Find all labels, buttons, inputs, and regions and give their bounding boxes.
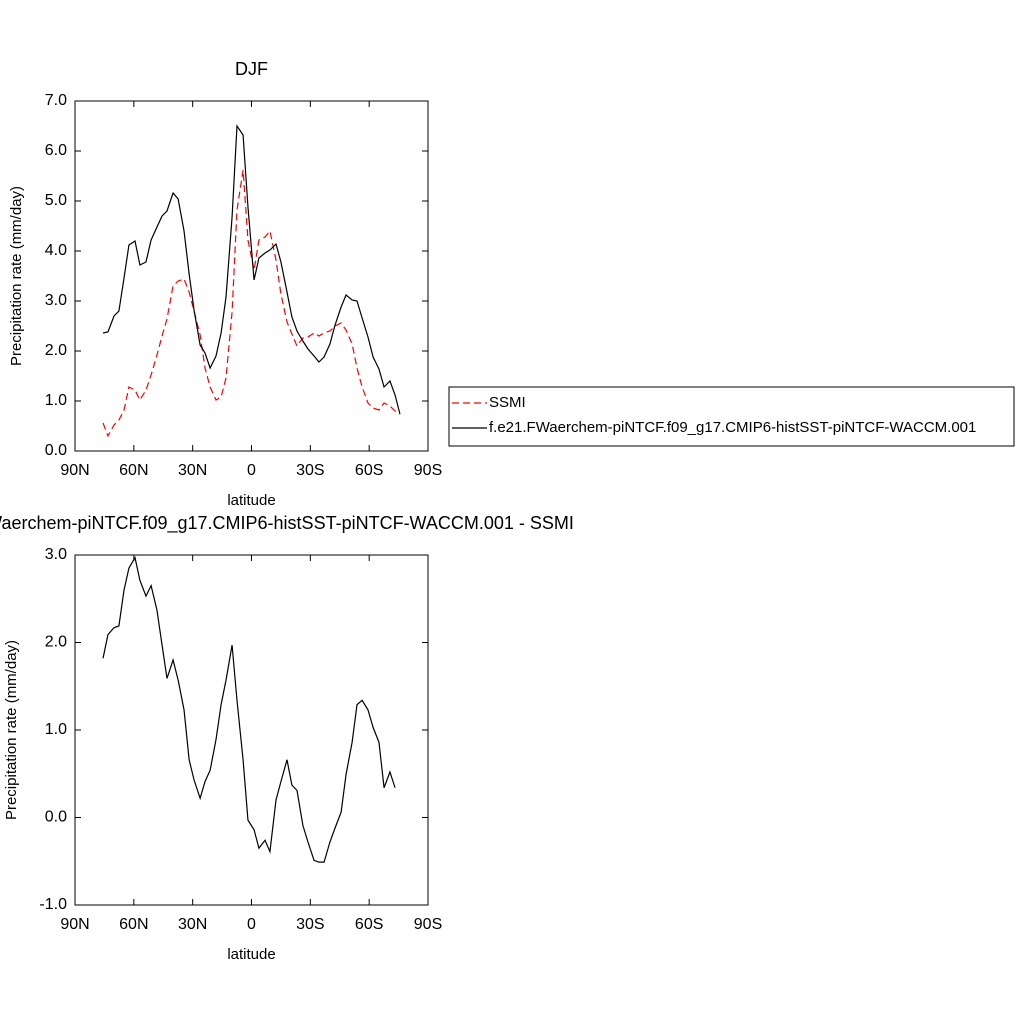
x-axis-label: latitude [227, 946, 275, 963]
y-tick-label: -1.0 [39, 896, 67, 913]
y-tick-label: 3.0 [45, 546, 67, 563]
x-tick-label: 90N [60, 462, 89, 479]
y-tick-label: 5.0 [45, 192, 67, 209]
y-tick-label: 1.0 [45, 721, 67, 738]
chart-title: DJF [235, 59, 268, 79]
y-tick-label: 2.0 [45, 342, 67, 359]
legend-box [448, 386, 1015, 447]
y-tick-label: 6.0 [45, 142, 67, 159]
x-tick-label: 60N [119, 916, 148, 933]
x-tick-label: 30S [296, 916, 324, 933]
plot-frame [74, 100, 429, 452]
x-tick-label: 60S [355, 462, 383, 479]
y-tick-label: 0.0 [45, 809, 67, 826]
x-tick-label: 30N [178, 916, 207, 933]
y-axis-label: Precipitation rate (mm/day) [3, 640, 20, 820]
x-tick-label: 0 [247, 916, 256, 933]
y-tick-label: 1.0 [45, 392, 67, 409]
y-tick-label: 3.0 [45, 292, 67, 309]
series-line [102, 169, 401, 438]
x-tick-label: 60S [355, 916, 383, 933]
x-tick-label: 30N [178, 462, 207, 479]
legend-label: SSMI [489, 394, 526, 411]
x-axis-label: latitude [227, 492, 275, 509]
data-line [102, 555, 396, 863]
chart-title: f.e21.FWaerchem-piNTCF.f09_g17.CMIP6-his… [0, 513, 574, 534]
plot-frame [74, 554, 429, 906]
x-tick-label: 0 [247, 462, 256, 479]
series-line [102, 124, 401, 415]
y-tick-label: 2.0 [45, 634, 67, 651]
y-axis-label: Precipitation rate (mm/day) [8, 186, 25, 366]
y-tick-label: 7.0 [45, 92, 67, 109]
x-tick-label: 90S [414, 462, 442, 479]
y-tick-label: 4.0 [45, 242, 67, 259]
x-tick-label: 30S [296, 462, 324, 479]
x-tick-label: 60N [119, 462, 148, 479]
x-tick-label: 90S [414, 916, 442, 933]
x-tick-label: 90N [60, 916, 89, 933]
y-tick-label: 0.0 [45, 442, 67, 459]
legend-label: f.e21.FWaerchem-piNTCF.f09_g17.CMIP6-his… [489, 419, 976, 436]
